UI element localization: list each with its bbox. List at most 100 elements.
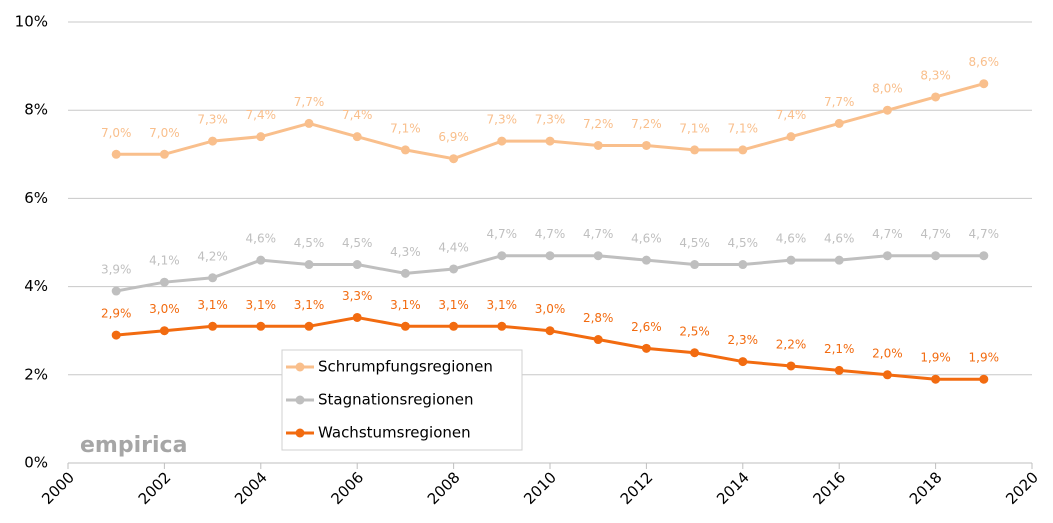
legend-label: Stagnationsregionen — [318, 391, 474, 409]
data-label: 4,7% — [535, 227, 566, 241]
data-point — [979, 251, 989, 261]
data-point — [882, 370, 892, 380]
data-label: 3,3% — [342, 289, 373, 303]
data-label: 7,2% — [583, 117, 614, 131]
data-label: 7,4% — [246, 108, 277, 122]
data-point — [111, 149, 121, 159]
data-point — [738, 357, 748, 367]
data-point — [497, 136, 507, 146]
data-point — [786, 255, 796, 265]
data-label: 3,1% — [197, 298, 228, 312]
data-point — [111, 330, 121, 340]
data-point — [641, 343, 651, 353]
y-tick-label: 4% — [24, 277, 48, 295]
data-point — [593, 335, 603, 345]
data-label: 1,9% — [920, 351, 951, 365]
data-point — [497, 321, 507, 331]
data-point — [641, 140, 651, 150]
data-label: 4,1% — [149, 254, 180, 268]
legend-label: Wachstumsregionen — [318, 424, 471, 442]
data-point — [834, 365, 844, 375]
data-point — [352, 132, 362, 142]
y-tick-label: 8% — [24, 101, 48, 119]
data-label: 7,2% — [631, 117, 662, 131]
data-label: 3,1% — [294, 298, 325, 312]
data-point — [979, 374, 989, 384]
data-label: 4,6% — [824, 232, 855, 246]
watermark: empirica — [80, 433, 187, 458]
legend-marker — [295, 395, 305, 405]
data-label: 3,9% — [101, 263, 132, 277]
data-point — [931, 251, 941, 261]
data-label: 4,6% — [246, 232, 277, 246]
data-point — [304, 321, 314, 331]
legend-marker — [295, 362, 305, 372]
data-point — [690, 260, 700, 270]
data-label: 6,9% — [438, 130, 469, 144]
legend-box — [281, 349, 523, 451]
data-point — [400, 321, 410, 331]
data-point — [834, 118, 844, 128]
data-point — [304, 118, 314, 128]
data-label: 7,1% — [390, 121, 421, 135]
data-label: 8,6% — [969, 55, 1000, 69]
data-label: 7,1% — [679, 121, 710, 135]
data-point — [256, 321, 266, 331]
data-point — [545, 136, 555, 146]
data-point — [256, 132, 266, 142]
data-label: 4,7% — [872, 227, 903, 241]
data-point — [931, 374, 941, 384]
data-point — [738, 145, 748, 155]
data-label: 2,5% — [679, 324, 710, 338]
data-label: 8,3% — [920, 68, 951, 82]
data-point — [690, 348, 700, 358]
data-label: 4,5% — [294, 236, 325, 250]
data-point — [593, 251, 603, 261]
data-point — [400, 145, 410, 155]
data-point — [111, 286, 121, 296]
data-label: 3,0% — [535, 302, 566, 316]
legend-label: Schrumpfungsregionen — [318, 358, 493, 376]
data-point — [738, 260, 748, 270]
data-label: 2,0% — [872, 346, 903, 360]
data-label: 7,4% — [342, 108, 373, 122]
data-label: 2,1% — [824, 342, 855, 356]
data-point — [593, 140, 603, 150]
data-label: 4,6% — [776, 232, 807, 246]
data-label: 3,1% — [390, 298, 421, 312]
data-label: 4,5% — [342, 236, 373, 250]
data-label: 2,3% — [728, 333, 759, 347]
data-point — [545, 326, 555, 336]
data-label: 3,1% — [246, 298, 277, 312]
data-point — [449, 154, 459, 164]
data-point — [159, 326, 169, 336]
data-point — [449, 264, 459, 274]
data-point — [882, 251, 892, 261]
data-label: 7,3% — [487, 113, 518, 127]
data-label: 4,3% — [390, 245, 421, 259]
data-point — [786, 132, 796, 142]
data-label: 1,9% — [969, 351, 1000, 365]
data-point — [449, 321, 459, 331]
data-label: 7,3% — [197, 113, 228, 127]
data-point — [931, 92, 941, 102]
data-label: 4,6% — [631, 232, 662, 246]
data-label: 2,6% — [631, 320, 662, 334]
data-point — [882, 105, 892, 115]
data-point — [304, 260, 314, 270]
data-point — [208, 136, 218, 146]
data-label: 7,1% — [728, 121, 759, 135]
data-label: 8,0% — [872, 82, 903, 96]
data-label: 4,7% — [969, 227, 1000, 241]
data-label: 7,4% — [776, 108, 807, 122]
data-label: 2,2% — [776, 337, 807, 351]
data-label: 4,2% — [197, 249, 228, 263]
data-point — [690, 145, 700, 155]
data-label: 3,1% — [438, 298, 469, 312]
y-tick-label: 10% — [15, 13, 48, 31]
data-label: 7,7% — [294, 95, 325, 109]
data-point — [159, 277, 169, 287]
data-point — [979, 79, 989, 89]
